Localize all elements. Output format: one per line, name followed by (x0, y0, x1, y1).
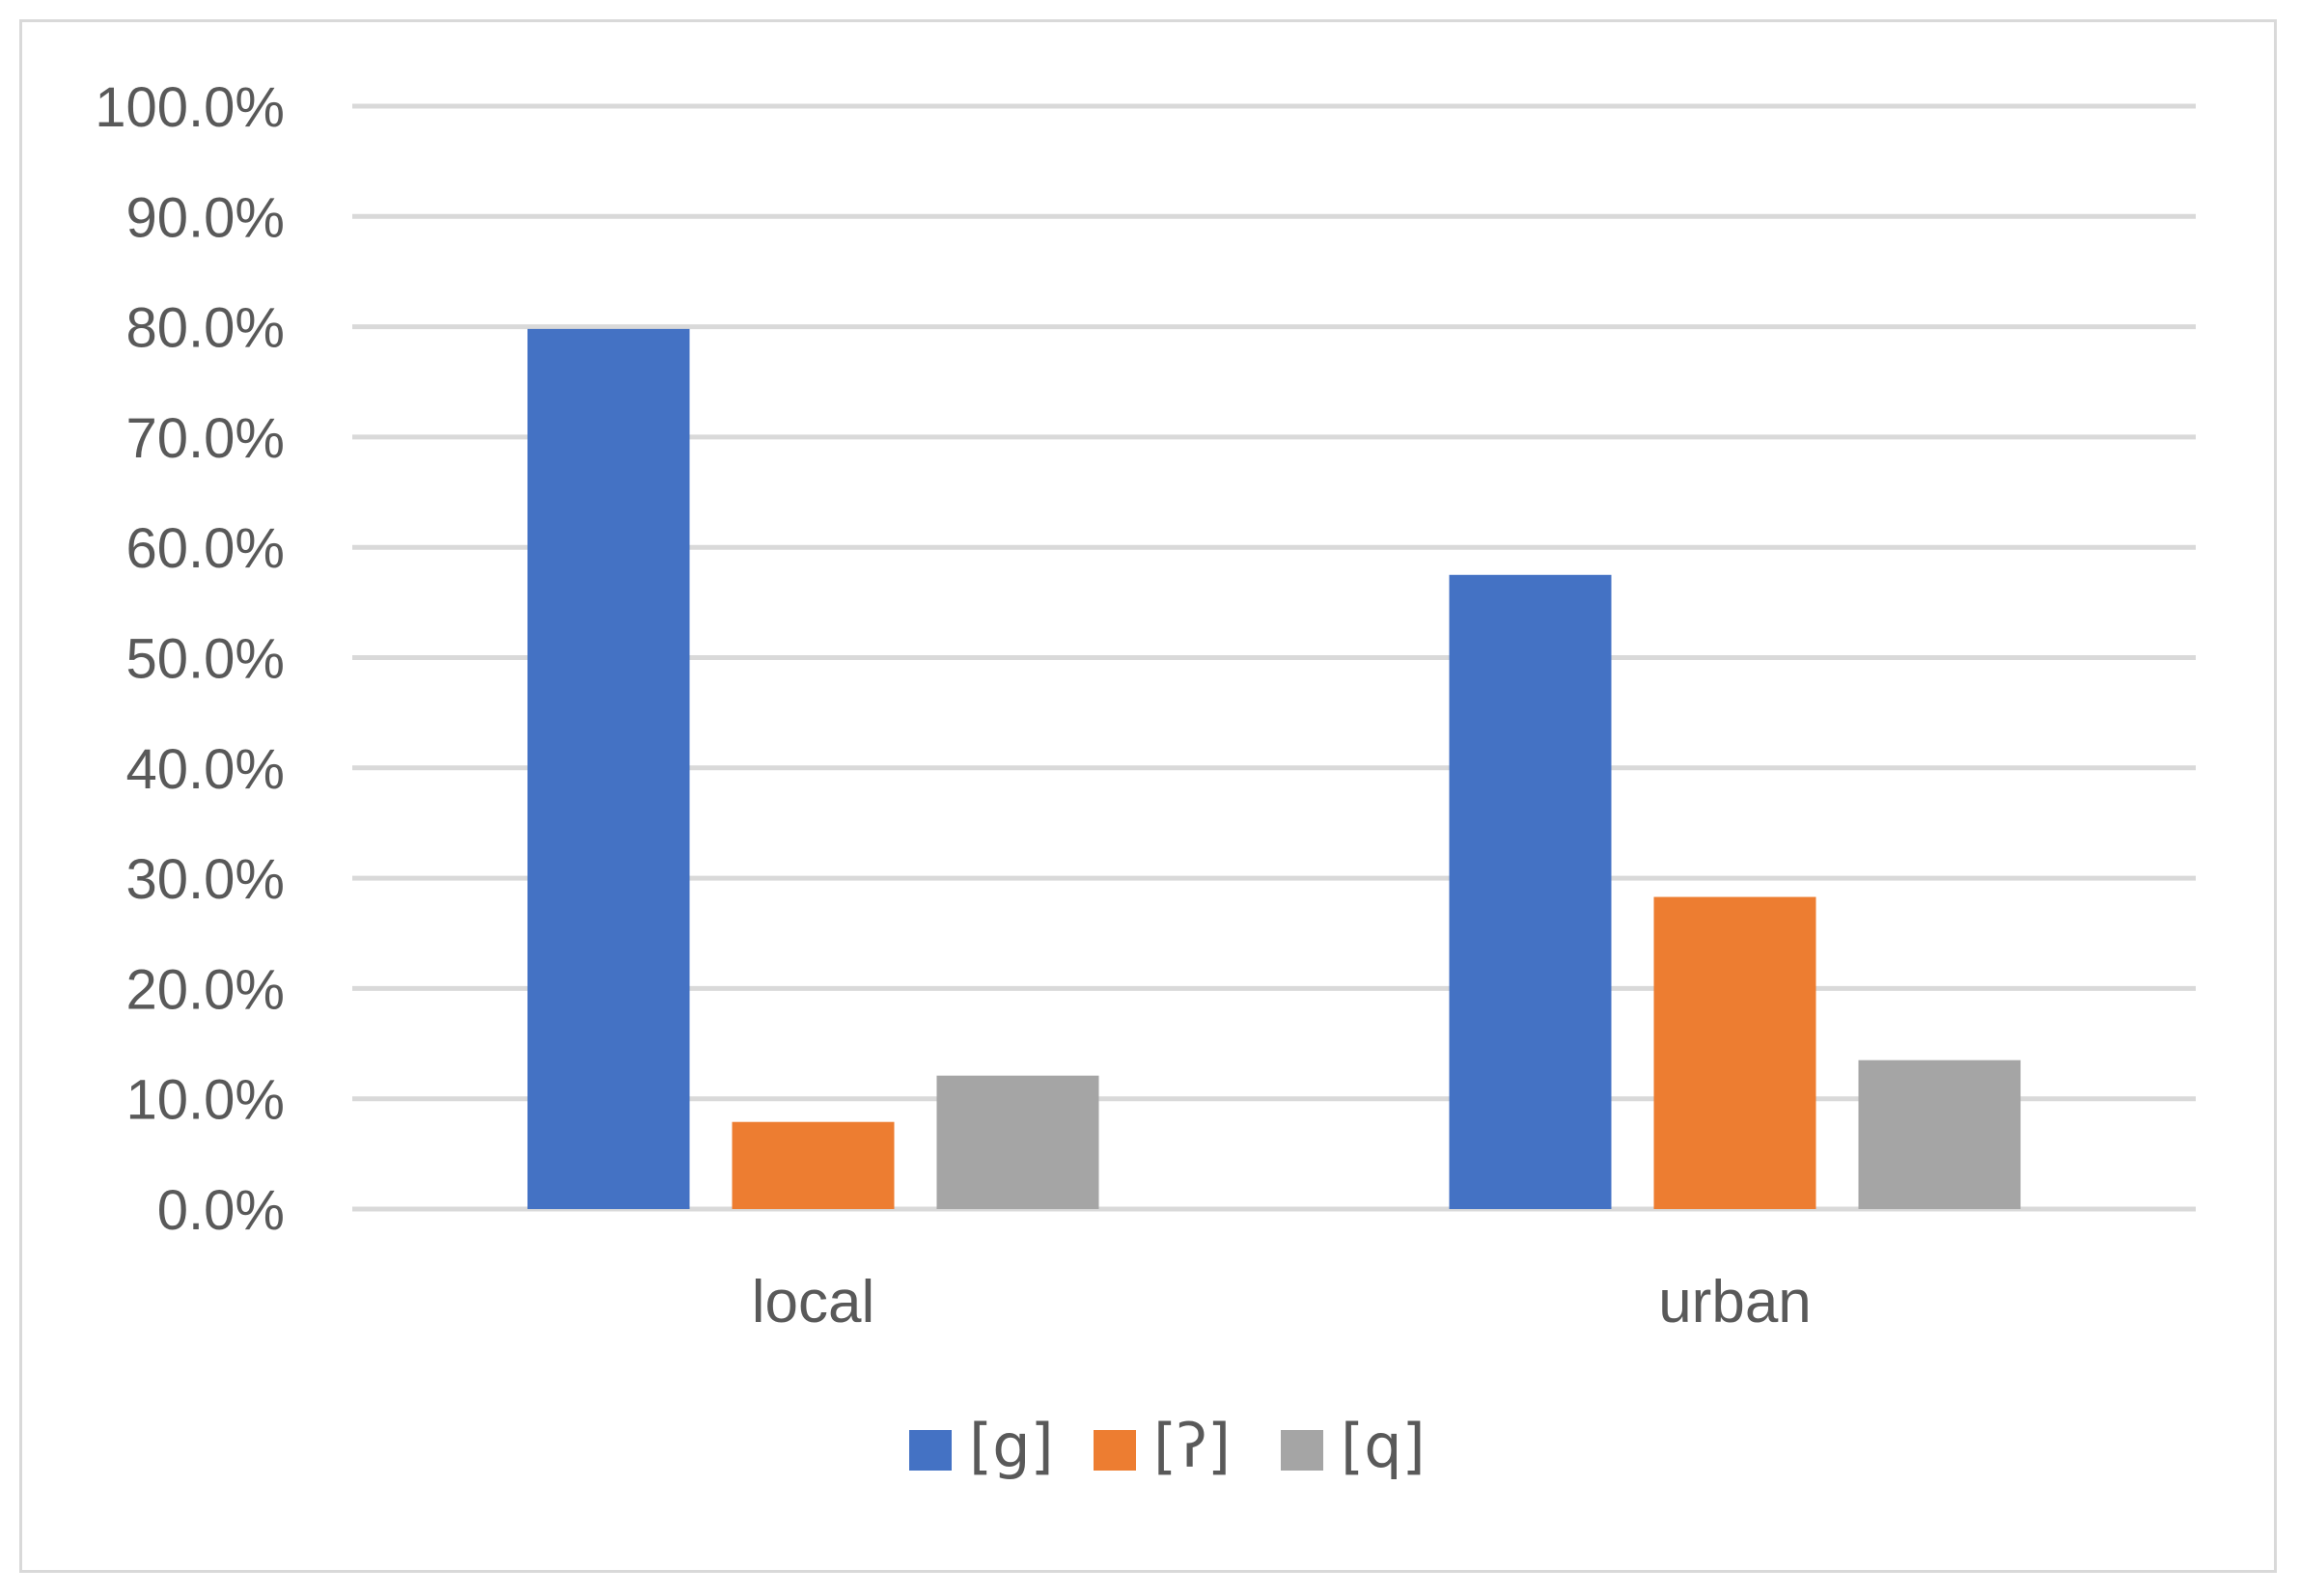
x-category-label: urban (1658, 1269, 1812, 1335)
bar-local-2 (732, 1121, 895, 1209)
bar-local-3 (936, 1075, 1099, 1209)
legend-label: [ʔ] (1153, 1411, 1231, 1481)
legend-label: [q] (1341, 1411, 1426, 1481)
y-tick-label: 0.0% (157, 1179, 285, 1242)
y-tick-label: 40.0% (126, 738, 285, 801)
y-tick-label: 60.0% (126, 517, 285, 580)
legend-swatch (909, 1430, 952, 1471)
y-tick-label: 50.0% (126, 628, 285, 691)
bars (527, 328, 2021, 1209)
y-tick-label: 90.0% (126, 186, 285, 249)
y-tick-label: 20.0% (126, 958, 285, 1021)
x-axis-categories: local urban (752, 1269, 1812, 1335)
bar-local-1 (527, 328, 690, 1209)
y-tick-label: 10.0% (126, 1069, 285, 1132)
bar-urban-1 (1449, 574, 1612, 1209)
y-tick-label: 70.0% (126, 407, 285, 470)
x-category-label: local (752, 1269, 875, 1335)
legend-swatch (1281, 1430, 1323, 1471)
bar-urban-2 (1653, 896, 1816, 1209)
legend: [g] [ʔ] [q] (909, 1411, 1426, 1481)
bar-urban-3 (1858, 1059, 2021, 1209)
legend-swatch (1094, 1430, 1136, 1471)
y-tick-label: 80.0% (126, 297, 285, 360)
y-tick-label: 30.0% (126, 848, 285, 911)
y-axis-ticks: 0.0% 10.0% 20.0% 30.0% 40.0% 50.0% 60.0% 70.0% 8… (95, 76, 285, 1242)
chart-frame (19, 19, 2277, 1573)
y-tick-label: 100.0% (95, 76, 285, 139)
legend-label: [g] (969, 1411, 1054, 1481)
